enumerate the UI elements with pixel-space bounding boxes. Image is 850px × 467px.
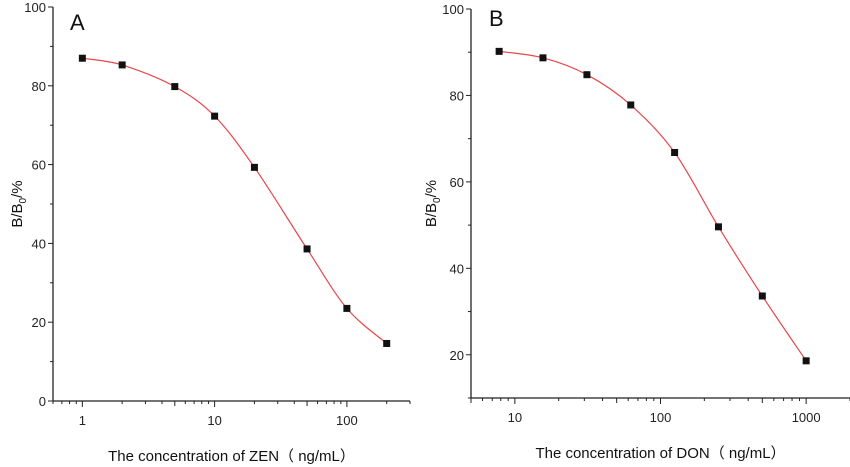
data-point — [495, 47, 503, 55]
y-label-sub: 0 — [18, 197, 29, 203]
data-point — [211, 112, 219, 120]
data-point — [383, 339, 391, 347]
y-tick-label: 20 — [32, 315, 46, 330]
y-tick-label: 80 — [32, 79, 46, 94]
panel-label: B — [489, 6, 504, 31]
panel-a: 0 20 40 60 80 100 1 10 100 The concentration of Z… — [9, 0, 411, 465]
y-label-tail: /% — [9, 180, 26, 198]
data-point — [250, 163, 258, 171]
y-label-main: B/B — [9, 203, 26, 227]
data-point — [802, 357, 810, 365]
x-tick-label: 100 — [650, 410, 672, 425]
data-point — [758, 292, 766, 300]
x-axis-label: The concentration of DON（ ng/mL） — [535, 445, 785, 462]
data-point — [171, 83, 179, 91]
data-point — [343, 304, 351, 312]
y-label-main: B/B — [423, 203, 440, 227]
x-tick-label: 10 — [508, 410, 522, 425]
data-point — [118, 61, 126, 69]
x-axis-label: The concentration of ZEN（ ng/mL） — [108, 448, 355, 465]
y-tick-label: 100 — [24, 0, 46, 15]
fit-curve — [82, 57, 388, 344]
data-point — [583, 71, 591, 79]
data-point — [539, 54, 547, 62]
fit-curve — [499, 50, 807, 362]
y-axis-label: B/B0/% — [423, 180, 443, 227]
y-tick-label: 0 — [39, 394, 46, 409]
x-tick-label: 1000 — [792, 410, 821, 425]
x-tick-label: 100 — [336, 413, 358, 428]
x-tick-label: 1 — [79, 413, 86, 428]
y-tick-label: 20 — [450, 348, 464, 363]
y-tick-label: 40 — [450, 261, 464, 276]
y-tick-label: 80 — [450, 88, 464, 103]
data-point — [627, 101, 635, 109]
data-point — [671, 148, 679, 156]
y-label-sub: 0 — [432, 197, 443, 203]
x-tick-label: 10 — [207, 413, 221, 428]
y-tick-label: 60 — [450, 175, 464, 190]
panel-label: A — [70, 10, 85, 35]
y-tick-label: 100 — [442, 2, 464, 17]
data-point — [303, 245, 311, 253]
panel-b: 20 40 60 80 100 10 100 1000 The concentration of… — [423, 2, 850, 462]
data-point — [714, 223, 722, 231]
y-axis-label: B/B0/% — [9, 180, 29, 227]
data-point — [78, 54, 86, 62]
y-label-tail: /% — [423, 180, 440, 198]
y-tick-label: 40 — [32, 236, 46, 251]
y-tick-label: 60 — [32, 158, 46, 173]
